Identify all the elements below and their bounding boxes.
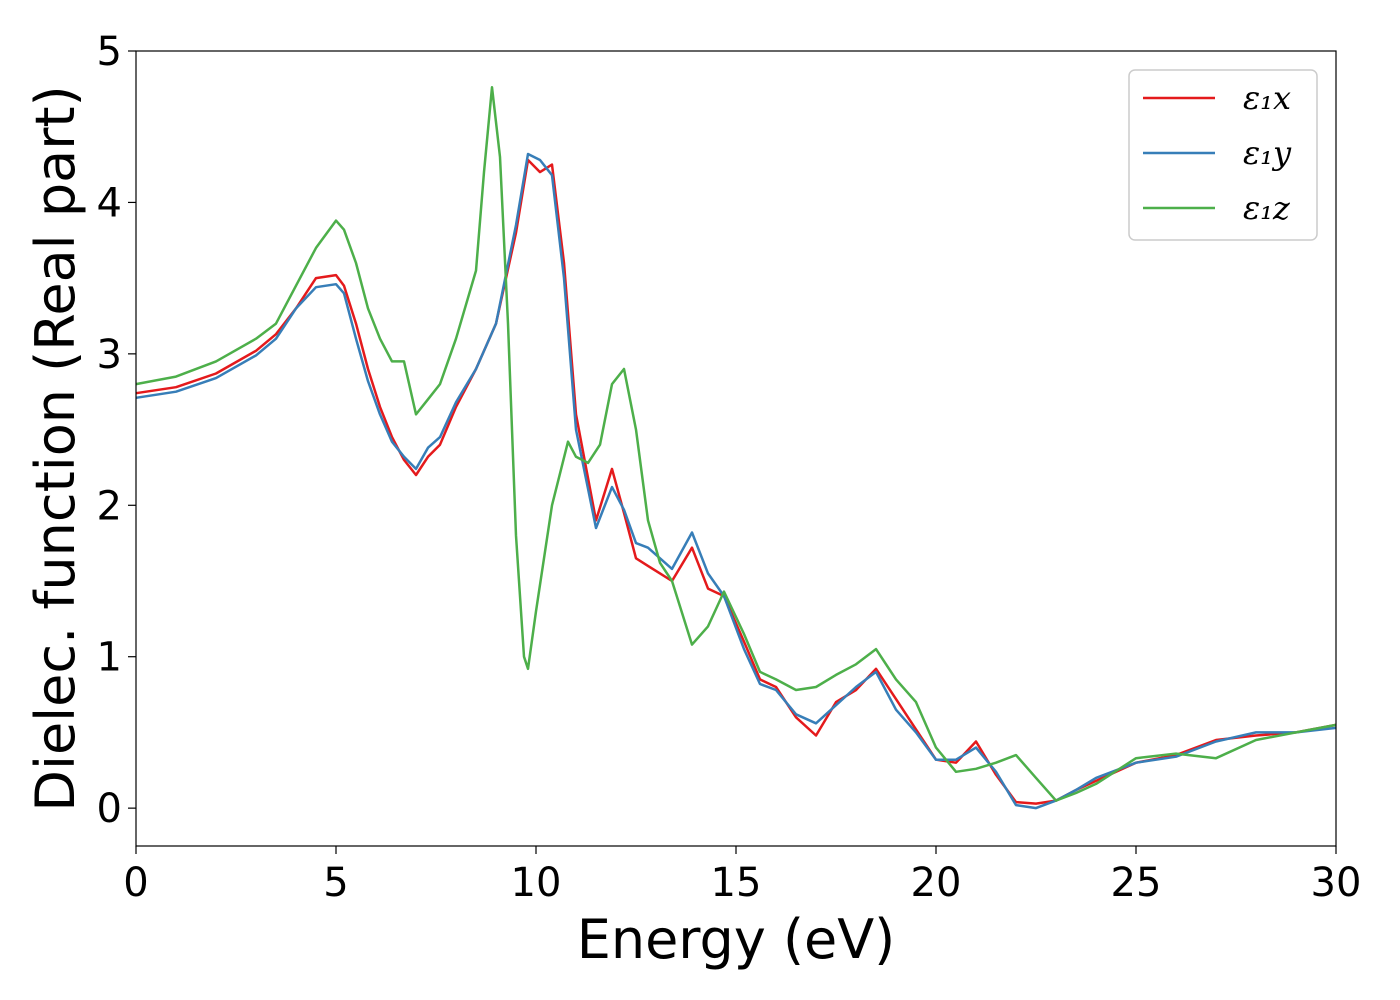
y-tick-label: 3 xyxy=(97,332,122,378)
series-layer xyxy=(135,86,1337,810)
y-tick-label: 1 xyxy=(97,635,122,681)
legend-label-0: ε₁x xyxy=(1243,79,1291,117)
x-tick-label: 25 xyxy=(1111,860,1162,906)
y-axis-title: Dielec. function (Real part) xyxy=(24,85,87,811)
x-axis-title: Energy (eV) xyxy=(577,908,896,971)
x-tick-label: 10 xyxy=(511,860,562,906)
x-axis: 0 5 10 15 20 25 30 xyxy=(123,846,1361,906)
y-tick-label: 2 xyxy=(97,483,122,529)
y-axis: 0 1 2 3 4 5 xyxy=(97,29,136,832)
legend: ε₁x ε₁y ε₁z xyxy=(1128,69,1318,241)
series-line-1 xyxy=(135,152,1337,810)
x-tick-label: 15 xyxy=(711,860,762,906)
x-tick-label: 5 xyxy=(323,860,348,906)
y-tick-label: 4 xyxy=(97,180,122,226)
y-tick-label: 5 xyxy=(97,29,122,75)
x-tick-label: 20 xyxy=(911,860,962,906)
series-line-0 xyxy=(135,158,1337,805)
legend-label-2: ε₁z xyxy=(1243,189,1291,227)
x-tick-label: 0 xyxy=(123,860,148,906)
y-tick-label: 0 xyxy=(97,786,122,832)
x-tick-label: 30 xyxy=(1311,860,1362,906)
legend-box xyxy=(1128,69,1318,241)
series-line-2 xyxy=(135,86,1337,802)
legend-label-1: ε₁y xyxy=(1243,134,1292,172)
